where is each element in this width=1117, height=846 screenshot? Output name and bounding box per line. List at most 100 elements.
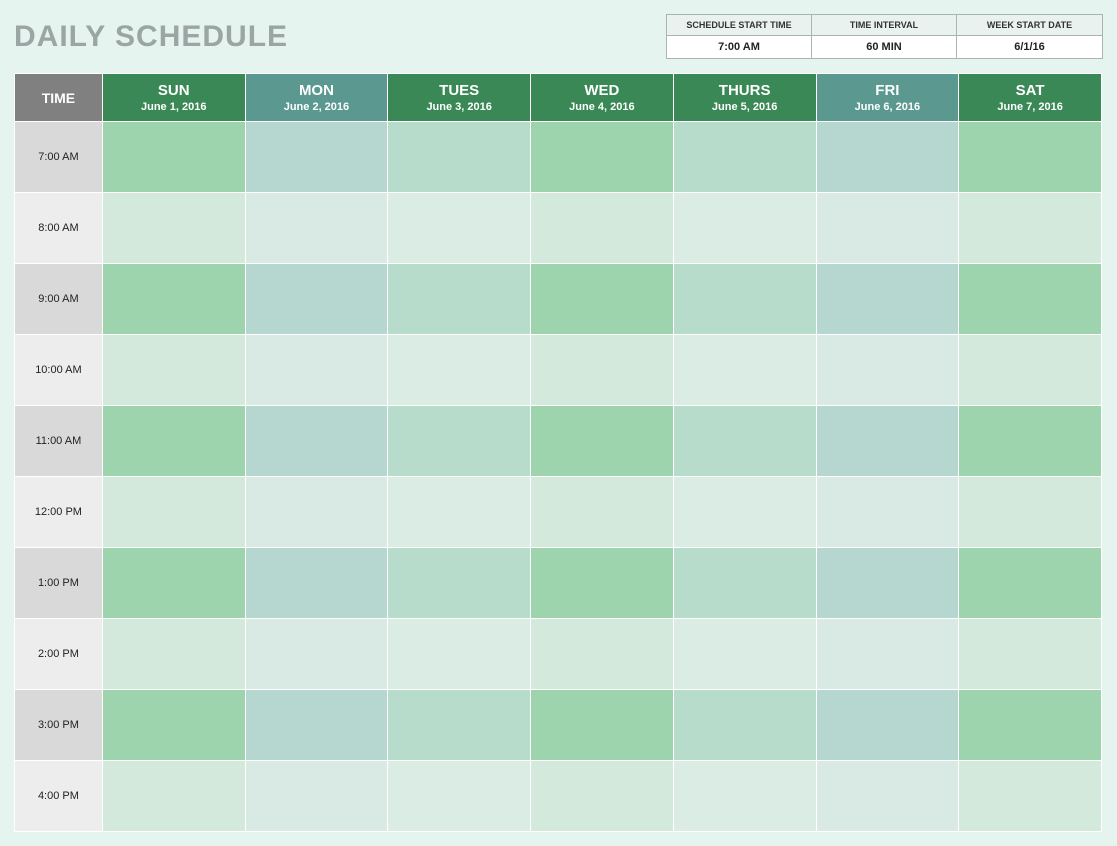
schedule-cell[interactable] bbox=[816, 548, 959, 619]
day-header: SATJune 7, 2016 bbox=[959, 74, 1102, 122]
day-header: FRI June 6, 2016 bbox=[816, 74, 959, 122]
schedule-cell[interactable] bbox=[102, 477, 245, 548]
schedule-cell[interactable] bbox=[959, 193, 1102, 264]
schedule-cell[interactable] bbox=[102, 619, 245, 690]
schedule-cell[interactable] bbox=[816, 406, 959, 477]
day-date: June 1, 2016 bbox=[103, 101, 245, 113]
schedule-cell[interactable] bbox=[102, 406, 245, 477]
schedule-cell[interactable] bbox=[531, 548, 674, 619]
schedule-cell[interactable] bbox=[959, 761, 1102, 832]
schedule-cell[interactable] bbox=[816, 122, 959, 193]
day-name: FRI bbox=[817, 82, 959, 99]
schedule-cell[interactable] bbox=[531, 335, 674, 406]
day-name: SAT bbox=[959, 82, 1101, 99]
schedule-cell[interactable] bbox=[388, 122, 531, 193]
schedule-cell[interactable] bbox=[959, 477, 1102, 548]
time-cell: 1:00 PM bbox=[15, 548, 103, 619]
schedule-cell[interactable] bbox=[102, 193, 245, 264]
schedule-cell[interactable] bbox=[816, 264, 959, 335]
schedule-cell[interactable] bbox=[959, 690, 1102, 761]
day-date: June 5, 2016 bbox=[674, 101, 816, 113]
schedule-cell[interactable] bbox=[102, 548, 245, 619]
schedule-cell[interactable] bbox=[245, 477, 388, 548]
schedule-cell[interactable] bbox=[673, 193, 816, 264]
schedule-cell[interactable] bbox=[245, 690, 388, 761]
schedule-cell[interactable] bbox=[959, 406, 1102, 477]
day-name: TUES bbox=[388, 82, 530, 99]
schedule-cell[interactable] bbox=[245, 406, 388, 477]
schedule-cell[interactable] bbox=[673, 619, 816, 690]
schedule-cell[interactable] bbox=[388, 477, 531, 548]
setting-label: SCHEDULE START TIME bbox=[667, 15, 811, 36]
schedule-cell[interactable] bbox=[245, 335, 388, 406]
schedule-cell[interactable] bbox=[245, 619, 388, 690]
schedule-cell[interactable] bbox=[673, 335, 816, 406]
schedule-cell[interactable] bbox=[245, 264, 388, 335]
day-header: MONJune 2, 2016 bbox=[245, 74, 388, 122]
schedule-cell[interactable] bbox=[816, 477, 959, 548]
schedule-cell[interactable] bbox=[959, 548, 1102, 619]
schedule-cell[interactable] bbox=[102, 264, 245, 335]
schedule-cell[interactable] bbox=[102, 335, 245, 406]
schedule-cell[interactable] bbox=[531, 264, 674, 335]
time-cell: 9:00 AM bbox=[15, 264, 103, 335]
day-date: June 2, 2016 bbox=[246, 101, 388, 113]
schedule-cell[interactable] bbox=[531, 406, 674, 477]
schedule-cell[interactable] bbox=[531, 193, 674, 264]
time-column-header: TIME bbox=[15, 74, 103, 122]
setting-start-time: SCHEDULE START TIME 7:00 AM bbox=[667, 15, 812, 58]
schedule-cell[interactable] bbox=[959, 122, 1102, 193]
schedule-cell[interactable] bbox=[388, 264, 531, 335]
schedule-cell[interactable] bbox=[388, 548, 531, 619]
schedule-cell[interactable] bbox=[673, 406, 816, 477]
setting-value[interactable]: 60 MIN bbox=[812, 36, 956, 58]
schedule-cell[interactable] bbox=[388, 761, 531, 832]
schedule-cell[interactable] bbox=[816, 761, 959, 832]
schedule-cell[interactable] bbox=[959, 335, 1102, 406]
schedule-cell[interactable] bbox=[531, 690, 674, 761]
setting-value[interactable]: 7:00 AM bbox=[667, 36, 811, 58]
time-cell: 7:00 AM bbox=[15, 122, 103, 193]
schedule-cell[interactable] bbox=[102, 690, 245, 761]
schedule-cell[interactable] bbox=[531, 619, 674, 690]
schedule-cell[interactable] bbox=[673, 690, 816, 761]
schedule-row: 12:00 PM bbox=[15, 477, 1102, 548]
schedule-cell[interactable] bbox=[673, 477, 816, 548]
schedule-cell[interactable] bbox=[245, 193, 388, 264]
schedule-cell[interactable] bbox=[816, 690, 959, 761]
time-cell: 2:00 PM bbox=[15, 619, 103, 690]
schedule-cell[interactable] bbox=[388, 619, 531, 690]
schedule-cell[interactable] bbox=[102, 761, 245, 832]
setting-value[interactable]: 6/1/16 bbox=[957, 36, 1102, 58]
schedule-cell[interactable] bbox=[102, 122, 245, 193]
schedule-cell[interactable] bbox=[531, 122, 674, 193]
schedule-cell[interactable] bbox=[388, 690, 531, 761]
schedule-cell[interactable] bbox=[959, 264, 1102, 335]
day-name: THURS bbox=[674, 82, 816, 99]
schedule-cell[interactable] bbox=[816, 335, 959, 406]
schedule-cell[interactable] bbox=[673, 761, 816, 832]
setting-interval: TIME INTERVAL 60 MIN bbox=[812, 15, 957, 58]
day-name: SUN bbox=[103, 82, 245, 99]
schedule-cell[interactable] bbox=[531, 477, 674, 548]
schedule-page: DAILY SCHEDULE SCHEDULE START TIME 7:00 … bbox=[0, 0, 1117, 846]
schedule-cell[interactable] bbox=[673, 122, 816, 193]
schedule-cell[interactable] bbox=[531, 761, 674, 832]
schedule-cell[interactable] bbox=[245, 761, 388, 832]
schedule-cell[interactable] bbox=[388, 193, 531, 264]
schedule-cell[interactable] bbox=[816, 193, 959, 264]
schedule-cell[interactable] bbox=[388, 335, 531, 406]
schedule-cell[interactable] bbox=[245, 122, 388, 193]
schedule-cell[interactable] bbox=[388, 406, 531, 477]
schedule-row: 8:00 AM bbox=[15, 193, 1102, 264]
setting-label: TIME INTERVAL bbox=[812, 15, 956, 36]
schedule-cell[interactable] bbox=[673, 548, 816, 619]
page-title: DAILY SCHEDULE bbox=[14, 14, 288, 54]
schedule-cell[interactable] bbox=[673, 264, 816, 335]
day-date: June 6, 2016 bbox=[817, 101, 959, 113]
schedule-row: 10:00 AM bbox=[15, 335, 1102, 406]
schedule-cell[interactable] bbox=[816, 619, 959, 690]
header-row: TIME SUNJune 1, 2016MONJune 2, 2016TUESJ… bbox=[15, 74, 1102, 122]
schedule-cell[interactable] bbox=[959, 619, 1102, 690]
schedule-cell[interactable] bbox=[245, 548, 388, 619]
